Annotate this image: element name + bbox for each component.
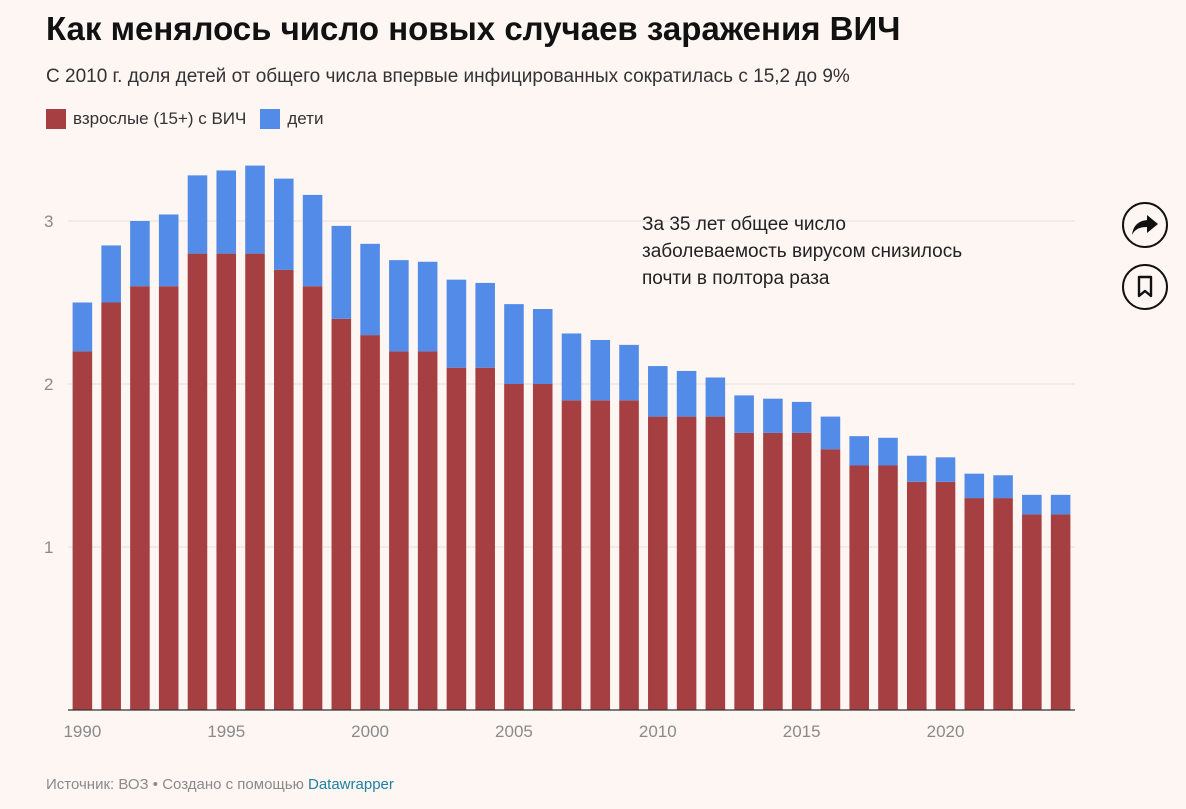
bar-adults-2014 <box>763 432 783 710</box>
footer-source: Источник: ВОЗ • Создано с помощью <box>46 776 308 793</box>
bar-adults-1992 <box>130 286 150 710</box>
bar-children-2002 <box>417 261 438 352</box>
bar-children-1991 <box>101 245 121 303</box>
bar-children-2012 <box>705 377 726 417</box>
bar-adults-1991 <box>101 302 121 710</box>
bar-adults-2021 <box>964 498 985 710</box>
bar-children-2004 <box>475 282 495 368</box>
bar-children-2009 <box>619 344 639 401</box>
bar-adults-1995 <box>216 253 237 710</box>
bar-adults-1994 <box>187 253 208 710</box>
bar-children-1998 <box>302 194 323 287</box>
x-tick-label: 2020 <box>927 722 965 741</box>
bookmark-icon <box>1137 275 1153 298</box>
x-tick-label: 1995 <box>207 722 245 741</box>
bar-adults-2007 <box>561 400 582 710</box>
bar-adults-2015 <box>791 432 812 710</box>
bar-children-2006 <box>532 309 553 384</box>
bar-children-2019 <box>906 455 927 482</box>
bar-children-2020 <box>935 457 956 482</box>
bar-children-1999 <box>331 225 352 319</box>
bar-children-2007 <box>561 333 582 401</box>
bar-children-2014 <box>763 398 783 433</box>
bar-adults-2008 <box>590 400 611 710</box>
bar-children-1996 <box>245 165 265 254</box>
bar-adults-2001 <box>389 351 409 710</box>
bar-adults-2003 <box>446 367 467 710</box>
bar-adults-2022 <box>993 498 1013 710</box>
bar-children-1997 <box>274 178 294 270</box>
legend-label-children: дети <box>287 109 324 128</box>
bar-adults-1996 <box>245 253 265 710</box>
share-button[interactable] <box>1122 202 1168 248</box>
bar-adults-2010 <box>648 416 668 710</box>
bar-children-2024 <box>1050 494 1071 515</box>
bar-adults-2000 <box>360 335 380 710</box>
legend-swatch-children <box>260 109 281 129</box>
bar-adults-2020 <box>935 481 956 710</box>
bar-adults-1999 <box>331 318 352 710</box>
bar-adults-2012 <box>705 416 726 710</box>
chart-annotation: За 35 лет общее число заболеваемость вир… <box>642 214 963 289</box>
x-tick-label: 1990 <box>63 722 101 741</box>
bar-adults-2009 <box>619 400 639 710</box>
datawrapper-link[interactable]: Datawrapper <box>308 776 394 793</box>
bar-adults-1998 <box>302 286 323 710</box>
bookmark-button[interactable] <box>1122 264 1168 310</box>
bar-children-2021 <box>964 473 985 499</box>
bar-children-2005 <box>504 304 524 384</box>
bar-children-2023 <box>1022 494 1042 515</box>
y-tick-label: 2 <box>44 375 53 394</box>
bar-adults-2006 <box>532 384 553 710</box>
x-tick-label: 2015 <box>783 722 821 741</box>
bar-children-2017 <box>849 436 869 466</box>
bar-children-2011 <box>676 370 697 417</box>
bar-children-2018 <box>878 437 898 466</box>
bar-adults-2023 <box>1022 514 1042 710</box>
legend-item-adults: взрослые (15+) с ВИЧ <box>46 109 246 129</box>
bar-children-2010 <box>648 366 668 417</box>
legend-item-children: дети <box>260 109 323 129</box>
bar-adults-2004 <box>475 367 495 710</box>
share-arrow-icon <box>1132 215 1158 235</box>
footer: Источник: ВОЗ • Создано с помощью Datawr… <box>46 776 394 793</box>
x-tick-label: 2000 <box>351 722 389 741</box>
bar-adults-2002 <box>417 351 438 710</box>
bar-children-2015 <box>791 401 812 433</box>
bar-children-2001 <box>389 260 409 352</box>
bar-adults-2019 <box>906 481 927 710</box>
x-tick-label: 2005 <box>495 722 533 741</box>
bar-adults-2013 <box>734 432 754 710</box>
chart-subtitle: С 2010 г. доля детей от общего числа впе… <box>46 66 850 87</box>
bar-children-2016 <box>820 416 841 450</box>
bar-children-1990 <box>72 302 93 352</box>
y-tick-label: 1 <box>44 538 53 557</box>
legend-label-adults: взрослые (15+) с ВИЧ <box>73 109 247 128</box>
bar-children-2022 <box>993 475 1013 499</box>
legend-swatch-adults <box>46 109 66 129</box>
bar-children-2003 <box>446 279 467 368</box>
bar-adults-2016 <box>820 449 841 710</box>
bar-children-1995 <box>216 170 237 254</box>
bar-children-1993 <box>158 214 179 287</box>
bar-adults-2005 <box>504 384 524 710</box>
bar-adults-2017 <box>849 465 869 710</box>
bar-children-1992 <box>130 221 150 287</box>
bar-children-1994 <box>187 175 208 254</box>
bar-children-2008 <box>590 339 611 401</box>
bar-adults-2018 <box>878 465 898 710</box>
bar-adults-1990 <box>72 351 93 710</box>
bar-children-2000 <box>360 243 380 336</box>
bar-adults-1997 <box>274 269 294 710</box>
bar-children-2013 <box>734 395 754 433</box>
bar-adults-2011 <box>676 416 697 710</box>
legend: взрослые (15+) с ВИЧ дети <box>46 109 323 129</box>
y-tick-label: 3 <box>44 212 53 231</box>
x-tick-label: 2010 <box>639 722 677 741</box>
bar-adults-2024 <box>1050 514 1071 710</box>
chart-title: Как менялось число новых случаев заражен… <box>46 10 901 47</box>
bar-adults-1993 <box>158 286 179 710</box>
